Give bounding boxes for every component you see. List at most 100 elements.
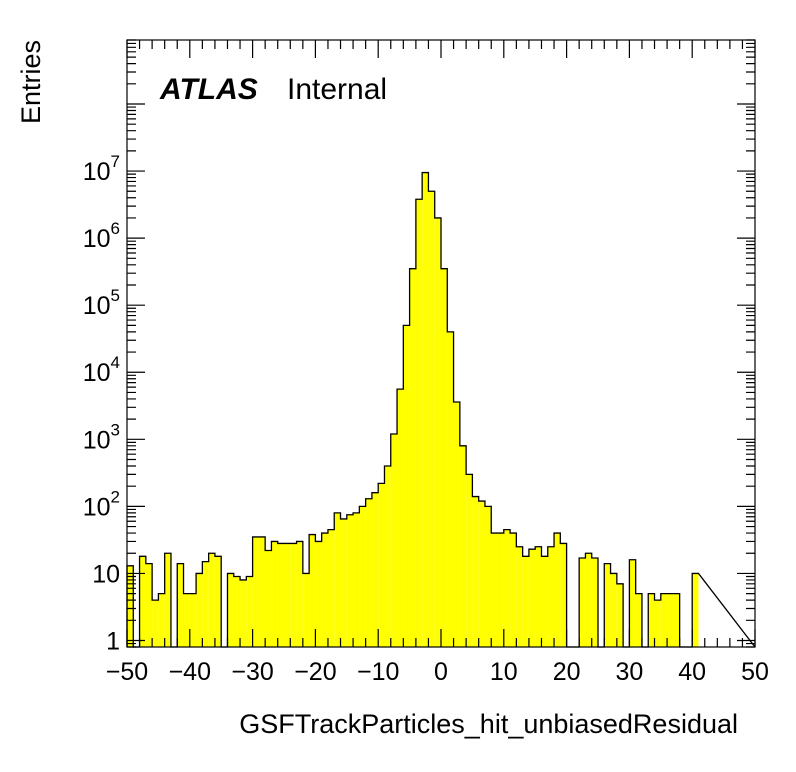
y-tick-label: 10 — [92, 560, 120, 588]
histogram-bar — [560, 543, 567, 647]
y-tick-labels: 1 10 102 103 104 105 106 107 — [83, 152, 120, 655]
histogram-bar — [422, 172, 429, 647]
histogram-bar — [441, 268, 448, 647]
y-tick-label: 106 — [83, 219, 120, 253]
histogram-bar — [164, 553, 171, 647]
histogram-bar — [302, 573, 310, 647]
histogram-bar — [541, 556, 548, 647]
histogram-bar — [139, 556, 146, 647]
histogram-bar — [321, 533, 328, 647]
histogram-bar — [648, 593, 655, 647]
x-tick-label: −50 — [106, 658, 148, 686]
x-tick-label: 20 — [553, 658, 581, 686]
histogram-bar — [127, 565, 134, 647]
histogram-bar — [227, 573, 234, 647]
x-tick-labels: −50 −40 −30 −20 −10 0 10 20 30 40 50 — [106, 658, 769, 686]
histogram-bar — [214, 556, 222, 647]
histogram-bar — [246, 576, 253, 647]
histogram-bar — [390, 434, 398, 647]
histogram-bar — [290, 543, 297, 647]
atlas-label: ATLAS — [159, 73, 258, 106]
histogram-bar — [585, 553, 592, 647]
x-tick-label: −20 — [294, 658, 336, 686]
histogram-bar — [365, 498, 372, 647]
histogram-bar — [459, 445, 467, 647]
histogram-bar — [258, 536, 266, 647]
y-tick-label: 103 — [83, 420, 120, 454]
histogram-bar — [654, 600, 661, 647]
histogram-bar — [554, 533, 561, 647]
histogram-bar — [692, 573, 699, 647]
histogram-bars — [126, 171, 756, 648]
histogram-bar — [466, 474, 473, 647]
histogram-bar — [353, 512, 360, 647]
y-tick-label: 105 — [83, 286, 120, 320]
histogram-bar — [579, 557, 586, 647]
histogram-bar — [616, 583, 624, 647]
histogram-bar — [415, 199, 423, 647]
x-tick-label: 30 — [615, 658, 643, 686]
histogram-bar — [434, 217, 441, 647]
histogram-bar — [503, 529, 511, 647]
tick-marks — [126, 39, 756, 648]
histogram-bar — [309, 534, 316, 647]
histogram-bar — [673, 593, 680, 647]
histogram-bar — [384, 465, 391, 647]
histogram-bar — [497, 533, 504, 647]
histogram-bar — [604, 563, 611, 647]
histogram-bar — [315, 541, 322, 647]
histogram-bar — [152, 600, 159, 647]
histogram-bar — [409, 268, 416, 647]
histogram-bar — [667, 593, 674, 647]
x-tick-label: −30 — [231, 658, 273, 686]
histogram-bar — [208, 553, 215, 647]
histogram-bar — [252, 536, 259, 647]
x-axis-title: GSFTrackParticles_hit_unbiasedResidual — [239, 709, 738, 739]
histogram-bar — [610, 573, 617, 647]
histogram-bar — [491, 533, 498, 647]
histogram-bar — [177, 563, 184, 647]
histogram-bar — [189, 593, 197, 647]
histogram-bar — [522, 556, 529, 647]
x-tick-label: −40 — [169, 658, 211, 686]
y-tick-label: 104 — [83, 353, 120, 387]
x-tick-label: −10 — [357, 658, 399, 686]
histogram-bar — [535, 546, 542, 647]
histogram-bar — [397, 389, 404, 647]
histogram-bar — [233, 576, 241, 647]
histogram-bar — [196, 573, 203, 647]
histogram-bar — [547, 546, 555, 647]
histogram-bar — [428, 191, 435, 647]
histogram-bar — [453, 402, 460, 647]
histogram-bar — [635, 593, 642, 647]
histogram-bar — [145, 563, 153, 647]
histogram-bar — [158, 593, 165, 647]
histogram-bar — [271, 541, 278, 647]
histogram-bar — [516, 546, 523, 647]
x-tick-label: 50 — [741, 658, 769, 686]
histogram-bar — [629, 559, 636, 647]
y-tick-label: 1 — [106, 628, 120, 656]
histogram-bar — [265, 550, 272, 647]
histogram-bar — [478, 501, 485, 647]
y-axis-title: Entries — [16, 40, 46, 124]
histogram-bar — [371, 492, 379, 647]
x-tick-label: 40 — [678, 658, 706, 686]
histogram-bar — [346, 514, 354, 647]
histogram-bar — [284, 543, 291, 647]
histogram-bar — [528, 549, 536, 647]
x-tick-label: 10 — [490, 658, 518, 686]
histogram-bar — [202, 561, 209, 647]
histogram-bar — [240, 579, 247, 647]
y-tick-label: 102 — [83, 487, 120, 521]
histogram-bar — [591, 557, 598, 647]
histogram-bar — [183, 593, 190, 647]
histogram-bar — [296, 541, 303, 647]
axis-ticks — [126, 39, 756, 648]
internal-label: Internal — [287, 73, 387, 106]
histogram-bar — [403, 325, 410, 647]
histogram-bar — [484, 506, 492, 647]
x-tick-label: 0 — [434, 658, 448, 686]
